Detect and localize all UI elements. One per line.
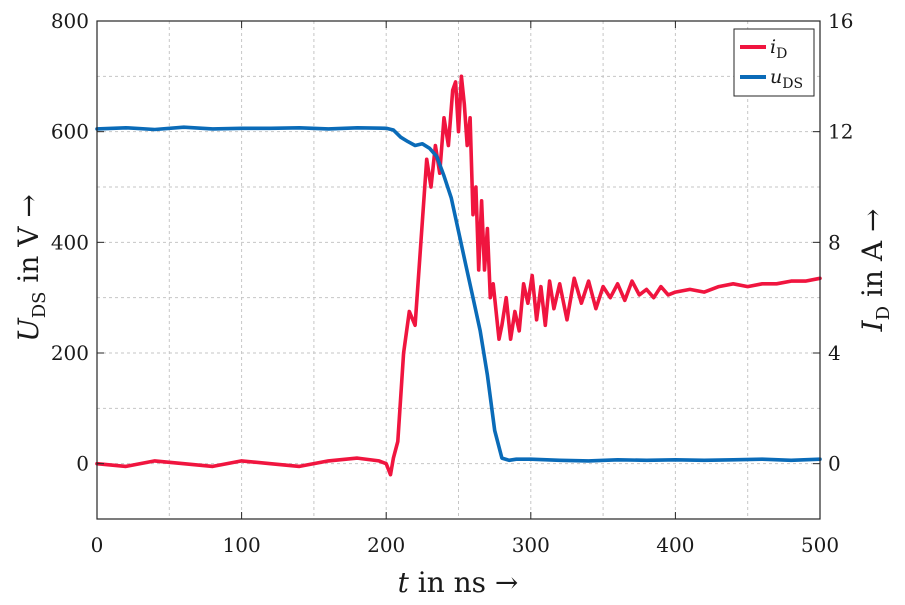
y-right-tick-label: 12 [828,120,853,144]
grid [97,21,820,519]
x-tick-label: 400 [656,533,694,557]
legend-label-u_DS: uDS [770,66,803,92]
series-layer [95,74,822,477]
y-right-tick-label: 4 [828,341,841,365]
y-axis-right-title: ID in A → [856,209,894,333]
ticks: 0 100 200 300 400 500 0 200 400 600 800 0 4 8 12 16 [51,9,854,557]
y-left-tick-label: 0 [76,452,89,476]
y-axis-left-title: UDS in V → [12,194,50,342]
legend-box [733,28,815,97]
y-right-tick-label: 0 [828,452,841,476]
y-left-tick-label: 200 [51,341,89,365]
x-tick-label: 500 [801,533,839,557]
x-axis-title: t in ns → [398,566,519,599]
legend-label-i_D: iD [770,36,787,62]
plot-frame [96,20,821,520]
x-tick-label: 100 [223,533,261,557]
x-tick-label: 200 [367,533,405,557]
y-left-tick-label: 600 [51,120,89,144]
y-right-tick-label: 16 [828,9,853,33]
legend: iD uDS [733,28,815,97]
x-tick-label: 0 [91,533,104,557]
series-line-i_D [95,74,822,477]
y-left-tick-label: 800 [51,9,89,33]
series-line-u_DS [95,125,822,463]
x-tick-label: 300 [512,533,550,557]
y-left-tick-label: 400 [51,230,89,254]
y-right-tick-label: 8 [828,230,841,254]
